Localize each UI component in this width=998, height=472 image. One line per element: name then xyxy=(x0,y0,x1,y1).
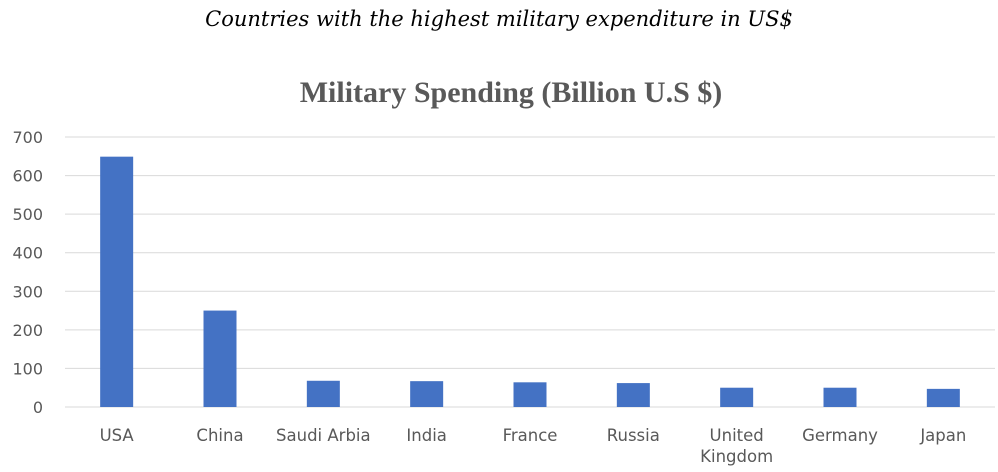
x-category-label: France xyxy=(503,426,558,445)
y-axis-tick-labels: 0 100 200 300 400 500 600 700 xyxy=(12,128,43,417)
bar xyxy=(203,310,237,407)
bar xyxy=(823,387,857,407)
y-tick-label: 600 xyxy=(12,167,43,186)
x-category-label: China xyxy=(196,426,243,445)
x-category-label: Kingdom xyxy=(700,447,773,466)
bar xyxy=(926,388,960,407)
bar xyxy=(100,156,134,407)
y-tick-label: 100 xyxy=(12,359,43,378)
y-tick-label: 400 xyxy=(12,244,43,263)
y-tick-label: 700 xyxy=(12,128,43,147)
figure-caption: Countries with the highest military expe… xyxy=(205,7,793,31)
x-category-label: USA xyxy=(100,426,135,445)
chart-title: Military Spending (Billion U.S $) xyxy=(300,76,723,109)
y-tick-label: 500 xyxy=(12,205,43,224)
x-axis-category-labels: USA China Saudi Arbia India France Russia Unit… xyxy=(100,426,967,466)
x-category-label: Saudi Arbia xyxy=(276,426,371,445)
y-tick-label: 300 xyxy=(12,282,43,301)
x-category-label: India xyxy=(406,426,447,445)
bar xyxy=(410,381,444,407)
x-category-label: Russia xyxy=(607,426,660,445)
bar xyxy=(306,380,340,407)
x-category-label: Germany xyxy=(802,426,878,445)
y-tick-label: 200 xyxy=(12,321,43,340)
bars xyxy=(100,156,960,407)
bar xyxy=(616,383,650,407)
bar xyxy=(720,387,754,407)
x-category-label: Japan xyxy=(919,426,966,445)
y-tick-label: 0 xyxy=(33,398,43,417)
bar xyxy=(513,382,547,407)
x-category-label: United xyxy=(710,426,764,445)
